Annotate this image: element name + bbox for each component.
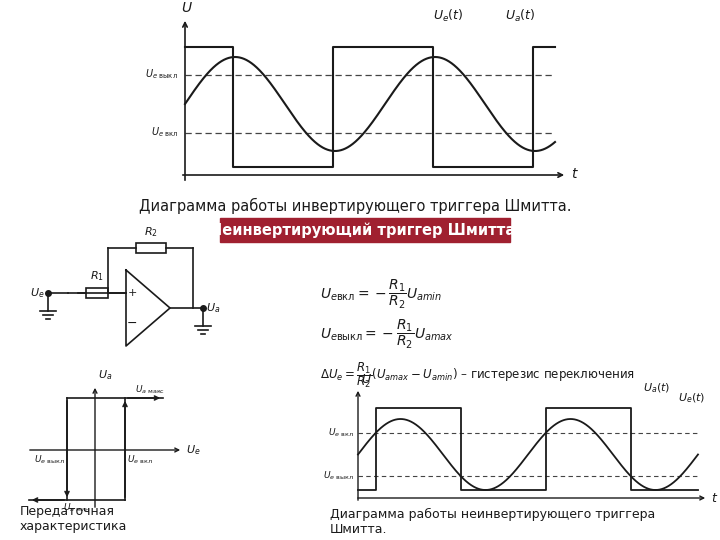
Text: Диаграмма работы неинвертирующего триггера
Шмитта.: Диаграмма работы неинвертирующего тригге… xyxy=(330,508,655,536)
Text: $U_a(t)$: $U_a(t)$ xyxy=(505,8,536,24)
Text: $U_{e\mathrm{вкл}} = -\dfrac{R_1}{R_2}U_{amin}$: $U_{e\mathrm{вкл}} = -\dfrac{R_1}{R_2}U_… xyxy=(320,278,442,311)
Text: $U_e(t)$: $U_e(t)$ xyxy=(678,391,706,405)
Text: Диаграмма работы инвертирующего триггера Шмитта.: Диаграмма работы инвертирующего триггера… xyxy=(139,198,571,214)
Text: $R_1$: $R_1$ xyxy=(90,269,104,283)
Text: $t$: $t$ xyxy=(711,491,719,504)
Text: $U_e$: $U_e$ xyxy=(30,286,45,300)
Text: $U$: $U$ xyxy=(361,373,372,386)
Text: $U_{e\ \text{выкл}}$: $U_{e\ \text{выкл}}$ xyxy=(35,454,65,467)
Text: $U_{e\ \text{выкл}}$: $U_{e\ \text{выкл}}$ xyxy=(145,67,178,81)
Text: $U_e$: $U_e$ xyxy=(186,443,201,457)
Text: $U_a$: $U_a$ xyxy=(206,301,220,315)
Text: −: − xyxy=(127,316,138,329)
Text: $U_{e\ \text{вкл}}$: $U_{e\ \text{вкл}}$ xyxy=(328,427,354,439)
Text: $t$: $t$ xyxy=(571,167,579,181)
Text: $U_{e\mathrm{выкл}} = -\dfrac{R_1}{R_2}U_{amax}$: $U_{e\mathrm{выкл}} = -\dfrac{R_1}{R_2}U… xyxy=(320,318,454,351)
Text: $R_2$: $R_2$ xyxy=(143,225,158,239)
Text: Неинвертирующий триггер Шмитта.: Неинвертирующий триггер Шмитта. xyxy=(210,222,521,238)
Text: $U_{a\ \text{мин}}$: $U_{a\ \text{мин}}$ xyxy=(63,502,90,515)
Text: $U_{e\ \text{вкл}}$: $U_{e\ \text{вкл}}$ xyxy=(127,454,153,467)
Text: $U_a(t)$: $U_a(t)$ xyxy=(643,381,670,395)
Bar xyxy=(220,218,510,242)
Text: $U_{e\ \text{вкл}}$: $U_{e\ \text{вкл}}$ xyxy=(150,125,178,139)
Text: +: + xyxy=(127,288,137,298)
Text: $U_{e\ \text{выкл}}$: $U_{e\ \text{выкл}}$ xyxy=(323,470,354,482)
Text: Передаточная
характеристика: Передаточная характеристика xyxy=(20,505,127,533)
Text: $U_e(t)$: $U_e(t)$ xyxy=(433,8,464,24)
Text: $U_{a\ \text{макс}}$: $U_{a\ \text{макс}}$ xyxy=(135,383,165,396)
Text: $U$: $U$ xyxy=(181,1,193,15)
Bar xyxy=(135,243,166,253)
Text: $U_a$: $U_a$ xyxy=(98,368,112,382)
Text: $\Delta U_e = \dfrac{R_1}{R_2}(U_{amax} - U_{amin})$ – гистерезис переключения: $\Delta U_e = \dfrac{R_1}{R_2}(U_{amax} … xyxy=(320,360,635,390)
Bar xyxy=(86,288,108,298)
